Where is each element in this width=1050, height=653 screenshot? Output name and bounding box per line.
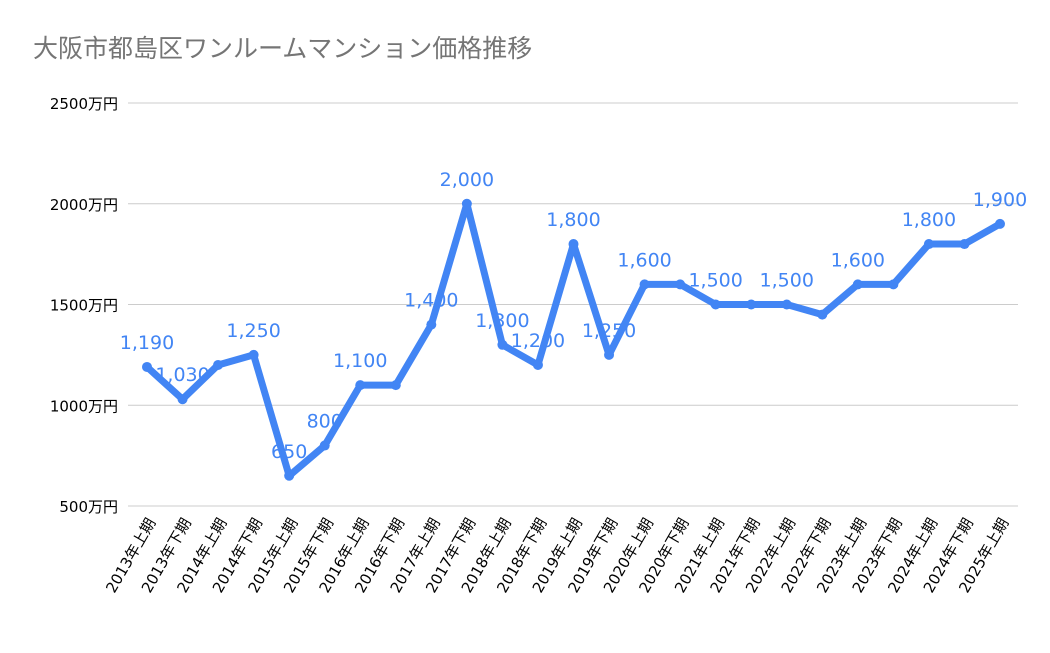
data-label: 1,400 [404, 290, 458, 312]
data-label: 1,800 [902, 209, 956, 231]
data-point [319, 440, 330, 451]
data-point [497, 339, 508, 350]
data-label: 1,030 [155, 364, 209, 386]
data-point [461, 198, 472, 209]
data-label: 1,500 [760, 270, 814, 292]
data-point [604, 349, 615, 360]
data-label: 1,300 [475, 310, 529, 332]
data-point [177, 394, 188, 405]
data-label: 1,250 [226, 320, 280, 342]
y-tick-label: 2500万円 [50, 95, 118, 113]
data-label: 1,500 [688, 270, 742, 292]
data-label: 1,250 [582, 320, 636, 342]
data-label: 1,600 [617, 249, 671, 271]
data-point [817, 309, 828, 320]
data-label: 1,600 [831, 249, 885, 271]
data-point [923, 239, 934, 250]
data-point [710, 299, 721, 310]
data-point [248, 349, 259, 360]
data-label: 1,200 [511, 330, 565, 352]
y-tick-label: 2000万円 [50, 196, 118, 214]
data-label: 800 [307, 411, 343, 433]
data-point [390, 380, 401, 391]
data-point [852, 279, 863, 290]
data-label: 1,900 [973, 189, 1027, 211]
data-point [746, 299, 757, 310]
data-point [675, 279, 686, 290]
data-point [995, 218, 1005, 229]
y-tick-label: 1000万円 [50, 397, 118, 415]
data-point [213, 359, 224, 370]
data-point [284, 470, 295, 481]
data-point [959, 239, 970, 250]
data-point [639, 279, 650, 290]
data-point [142, 361, 152, 372]
data-label: 1,800 [546, 209, 600, 231]
data-label: 2,000 [440, 169, 494, 191]
data-point [888, 279, 899, 290]
data-label: 1,190 [120, 332, 174, 354]
data-point [426, 319, 437, 330]
data-label: 650 [271, 441, 307, 463]
data-point [355, 380, 366, 391]
data-point [568, 239, 579, 250]
y-tick-label: 500万円 [59, 498, 118, 516]
chart-title: 大阪市都島区ワンルームマンション価格推移 [33, 34, 532, 63]
data-label: 1,100 [333, 350, 387, 372]
data-point [781, 299, 792, 310]
y-tick-label: 1500万円 [50, 297, 118, 315]
data-point [532, 359, 543, 370]
